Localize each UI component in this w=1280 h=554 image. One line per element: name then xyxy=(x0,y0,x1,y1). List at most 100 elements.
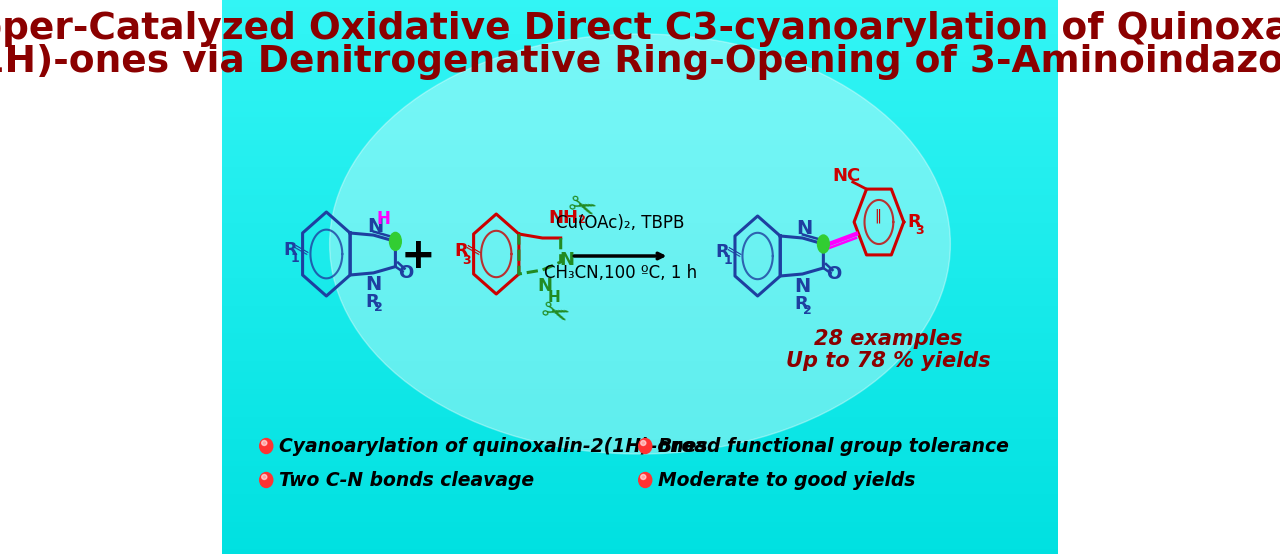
Bar xyxy=(221,287,1059,294)
Ellipse shape xyxy=(261,440,268,445)
Bar xyxy=(221,187,1059,194)
Text: 2(1H)-ones via Denitrogenative Ring-Opening of 3-Aminoindazoles: 2(1H)-ones via Denitrogenative Ring-Open… xyxy=(0,44,1280,80)
Text: Copper-Catalyzed Oxidative Direct C3-cyanoarylation of Quinoxalin-: Copper-Catalyzed Oxidative Direct C3-cya… xyxy=(0,11,1280,47)
Bar xyxy=(221,82,1059,89)
Bar xyxy=(221,32,1059,39)
Text: R: R xyxy=(795,295,808,313)
Bar xyxy=(221,115,1059,122)
Bar xyxy=(221,531,1059,537)
Bar xyxy=(221,65,1059,72)
Bar xyxy=(221,270,1059,277)
Bar xyxy=(221,4,1059,11)
Text: N: N xyxy=(796,219,813,239)
Ellipse shape xyxy=(260,439,273,454)
Bar xyxy=(221,437,1059,443)
Bar xyxy=(221,304,1059,310)
Bar xyxy=(221,459,1059,465)
Text: Broad functional group tolerance: Broad functional group tolerance xyxy=(658,437,1009,455)
Bar xyxy=(221,148,1059,155)
Text: NH₂: NH₂ xyxy=(548,209,586,227)
Bar xyxy=(221,137,1059,144)
Text: 28 examples: 28 examples xyxy=(814,329,963,349)
Text: O: O xyxy=(398,264,413,281)
Bar xyxy=(221,132,1059,138)
Text: Moderate to good yields: Moderate to good yields xyxy=(658,470,915,490)
Text: N: N xyxy=(795,278,810,296)
Bar xyxy=(221,431,1059,438)
Circle shape xyxy=(818,235,829,253)
Bar xyxy=(221,160,1059,166)
Bar xyxy=(221,121,1059,127)
Text: ✂: ✂ xyxy=(535,294,573,334)
Bar xyxy=(221,492,1059,499)
Bar xyxy=(221,353,1059,360)
Text: N: N xyxy=(365,275,381,294)
Bar xyxy=(221,503,1059,510)
Bar xyxy=(221,143,1059,150)
Text: Cu(OAc)₂, TBPB: Cu(OAc)₂, TBPB xyxy=(557,214,685,232)
Text: R: R xyxy=(283,241,297,259)
Text: O: O xyxy=(826,265,841,283)
Bar xyxy=(221,425,1059,432)
Bar xyxy=(221,525,1059,532)
Text: ‖: ‖ xyxy=(874,209,881,223)
Bar xyxy=(221,99,1059,105)
Ellipse shape xyxy=(639,439,652,454)
Bar xyxy=(221,21,1059,28)
Bar xyxy=(221,365,1059,371)
Bar xyxy=(221,442,1059,449)
Bar xyxy=(221,226,1059,233)
Bar xyxy=(221,348,1059,355)
Bar xyxy=(221,342,1059,349)
Text: R: R xyxy=(454,242,467,260)
Bar xyxy=(221,248,1059,255)
Bar xyxy=(221,547,1059,554)
Bar xyxy=(221,514,1059,521)
Bar xyxy=(221,27,1059,33)
Bar xyxy=(221,359,1059,366)
Bar xyxy=(221,71,1059,78)
Text: NC: NC xyxy=(832,167,860,185)
Bar xyxy=(221,331,1059,338)
Ellipse shape xyxy=(641,474,646,480)
Bar xyxy=(221,254,1059,260)
Bar xyxy=(221,320,1059,327)
Bar xyxy=(221,88,1059,94)
Bar xyxy=(221,298,1059,305)
Ellipse shape xyxy=(261,474,268,480)
Ellipse shape xyxy=(330,34,950,454)
Text: R: R xyxy=(908,213,922,231)
Text: R: R xyxy=(365,293,379,311)
Text: 2: 2 xyxy=(374,301,383,315)
Bar xyxy=(221,475,1059,482)
Bar xyxy=(221,414,1059,421)
Bar xyxy=(221,337,1059,343)
Bar xyxy=(221,204,1059,211)
Bar xyxy=(221,326,1059,332)
Text: 3: 3 xyxy=(462,254,471,266)
Bar xyxy=(221,38,1059,44)
Ellipse shape xyxy=(641,440,646,445)
Bar xyxy=(221,209,1059,216)
Bar xyxy=(221,276,1059,283)
Bar xyxy=(221,381,1059,388)
Text: CH₃CN,100 ºC, 1 h: CH₃CN,100 ºC, 1 h xyxy=(544,264,696,282)
Text: ‖: ‖ xyxy=(726,243,742,257)
Bar xyxy=(221,392,1059,399)
Bar xyxy=(221,182,1059,188)
Text: N: N xyxy=(538,277,553,295)
Text: ✂: ✂ xyxy=(563,188,600,228)
Text: R: R xyxy=(716,243,730,261)
Bar xyxy=(221,259,1059,266)
Bar xyxy=(221,43,1059,50)
Bar xyxy=(221,0,1059,6)
Text: N: N xyxy=(559,251,575,269)
Bar xyxy=(221,509,1059,515)
Bar xyxy=(221,497,1059,504)
Bar xyxy=(221,486,1059,493)
Bar xyxy=(221,154,1059,161)
Bar xyxy=(221,10,1059,17)
Bar xyxy=(221,54,1059,61)
Bar xyxy=(221,409,1059,416)
Bar xyxy=(221,171,1059,177)
